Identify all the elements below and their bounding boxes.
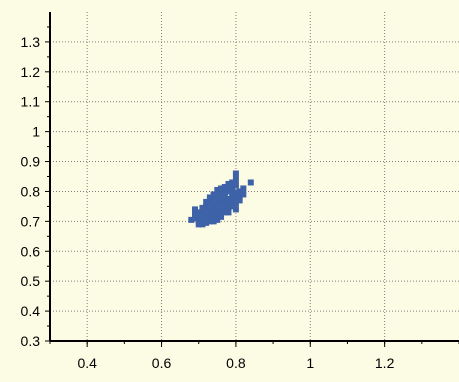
- x-tick-label: 0.4: [77, 355, 97, 371]
- data-points: [188, 171, 253, 228]
- data-point: [225, 209, 231, 215]
- x-axis-ticks: 0.4 0.6 0.8 1 1.2: [50, 341, 459, 371]
- y-tick-label: 1.1: [21, 94, 41, 110]
- x-tick-label: 0.6: [152, 355, 172, 371]
- y-tick-label: 1: [32, 124, 40, 140]
- data-point: [248, 179, 254, 185]
- data-point: [188, 217, 194, 223]
- y-axis-ticks: 0.3 0.4 0.5 0.6 0.7 0.8 0.9 1 1.1 1.2 1.3: [21, 27, 50, 349]
- y-tick-label: 0.5: [21, 273, 41, 289]
- x-tick-label: 0.8: [226, 355, 246, 371]
- data-point: [192, 206, 198, 212]
- y-tick-label: 0.9: [21, 154, 41, 170]
- y-tick-label: 0.6: [21, 243, 41, 259]
- x-tick-label: 1.2: [375, 355, 395, 371]
- data-point: [233, 206, 239, 212]
- axes: [50, 12, 459, 341]
- data-point: [233, 176, 239, 182]
- data-point: [240, 185, 246, 191]
- y-tick-label: 1.3: [21, 34, 41, 50]
- grid-lines: [50, 12, 459, 341]
- data-point: [214, 217, 220, 223]
- y-tick-label: 0.3: [21, 333, 41, 349]
- data-point: [233, 171, 239, 177]
- y-tick-label: 1.2: [21, 64, 41, 80]
- data-point: [240, 191, 246, 197]
- data-point: [237, 197, 243, 203]
- y-tick-label: 0.4: [21, 303, 41, 319]
- y-tick-label: 0.7: [21, 213, 41, 229]
- y-tick-label: 0.8: [21, 183, 41, 199]
- x-tick-label: 1: [306, 355, 314, 371]
